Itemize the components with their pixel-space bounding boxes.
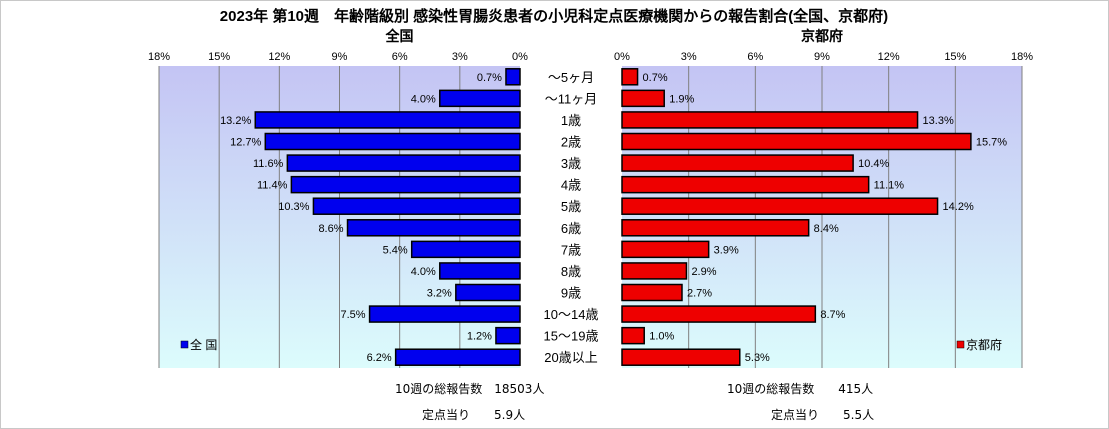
national-data-label: 8.6% <box>318 223 343 235</box>
national-tick-label: 12% <box>268 51 290 63</box>
national-bar <box>455 283 521 302</box>
category-label: 2歳 <box>561 135 581 150</box>
national-bar <box>394 348 521 366</box>
kyoto-panel: 京都府 0% 3% 6% 9% 12% 15% 18% 0.7%1.9% 13.3% 15.7% 10… <box>614 28 1033 368</box>
category-label: 9歳 <box>561 286 581 301</box>
kyoto-bar <box>621 283 683 302</box>
kyoto-data-label: 5.3% <box>745 352 770 364</box>
national-data-label: 11.6% <box>253 158 284 170</box>
kyoto-data-label: 8.4% <box>814 223 839 235</box>
kyoto-panel-title: 京都府 <box>801 28 843 44</box>
national-bar <box>368 305 521 323</box>
national-data-label: 6.2% <box>367 352 392 364</box>
national-bar <box>439 262 521 280</box>
kyoto-data-label: 3.9% <box>714 244 739 256</box>
kyoto-data-label: 14.2% <box>943 201 974 213</box>
national-data-label: 5.4% <box>383 244 408 256</box>
category-label: 8歳 <box>561 264 581 279</box>
national-tick-label: 6% <box>392 51 408 63</box>
category-label: 1歳 <box>561 113 581 128</box>
national-data-label: 1.2% <box>467 331 492 343</box>
category-label: 7歳 <box>561 242 581 257</box>
category-label: 5歳 <box>561 199 581 214</box>
national-bar <box>254 111 521 129</box>
national-data-label: 11.4% <box>257 180 288 192</box>
kyoto-bar <box>621 262 688 280</box>
category-label: 10～14歳 <box>544 307 599 322</box>
kyoto-tick-label: 9% <box>814 51 830 63</box>
kyoto-data-label: 2.9% <box>691 266 716 278</box>
national-per-site: 定点当り 5.9人 <box>422 408 526 422</box>
national-data-label: 13.2% <box>220 115 251 127</box>
category-label: ～5ヶ月 <box>548 70 594 85</box>
kyoto-bar <box>621 240 710 259</box>
national-data-label: 0.7% <box>477 72 502 84</box>
national-tick-label: 9% <box>332 51 348 63</box>
category-label: 4歳 <box>561 178 581 193</box>
kyoto-data-label: 2.7% <box>687 288 712 300</box>
national-tick-label: 18% <box>148 51 170 63</box>
national-bar <box>286 154 521 172</box>
national-data-label: 4.0% <box>411 93 436 105</box>
kyoto-bar <box>621 326 645 345</box>
national-bar <box>495 326 521 345</box>
kyoto-data-label: 8.7% <box>820 309 845 321</box>
kyoto-total-reports: 10週の総報告数 415人 <box>727 382 874 396</box>
kyoto-bar <box>621 219 810 237</box>
kyoto-bar <box>621 197 939 215</box>
kyoto-bar <box>621 154 854 172</box>
national-bar <box>410 240 521 259</box>
national-panel: 全国 0% 3% 6% 9% 12% 15% 18% 0.7% 4.0% 13.2% 12.7% 11.… <box>148 28 528 368</box>
kyoto-data-label: 0.7% <box>643 72 668 84</box>
national-data-label: 7.5% <box>341 309 366 321</box>
kyoto-tick-label: 15% <box>944 51 966 63</box>
national-tick-label: 15% <box>208 51 230 63</box>
category-label: 15～19歳 <box>544 329 599 344</box>
kyoto-tick-label: 12% <box>878 51 900 63</box>
kyoto-data-label: 15.7% <box>976 137 1007 149</box>
national-bar <box>505 68 521 86</box>
kyoto-bar <box>621 89 665 108</box>
national-bar <box>290 175 521 194</box>
national-data-label: 10.3% <box>278 201 309 213</box>
category-label: ～11ヶ月 <box>545 91 598 106</box>
national-bar <box>439 89 521 108</box>
kyoto-legend-swatch <box>956 340 965 349</box>
national-bar <box>312 197 521 215</box>
national-panel-title: 全国 <box>385 28 414 44</box>
kyoto-data-label: 13.3% <box>923 115 954 127</box>
kyoto-bar <box>621 175 870 194</box>
national-total-reports: 10週の総報告数 18503人 <box>395 382 545 396</box>
national-data-label: 3.2% <box>427 288 452 300</box>
kyoto-legend-label: 京都府 <box>966 337 1002 352</box>
chart-title: 2023年 第10週 年齢階級別 感染性胃腸炎患者の小児科定点医療機関からの報告… <box>220 7 888 25</box>
kyoto-tick-label: 0% <box>614 51 630 63</box>
national-data-label: 4.0% <box>411 266 436 278</box>
kyoto-data-label: 10.4% <box>858 158 889 170</box>
kyoto-bar <box>621 111 919 129</box>
national-tick-label: 3% <box>452 51 468 63</box>
kyoto-bar <box>621 305 817 323</box>
national-data-label: 12.7% <box>230 137 261 149</box>
kyoto-bar <box>621 348 741 366</box>
category-label: 6歳 <box>561 221 581 236</box>
national-legend-swatch <box>180 340 189 349</box>
kyoto-bar <box>621 68 639 86</box>
national-legend-label: 全 国 <box>190 337 217 352</box>
kyoto-bar <box>621 132 972 151</box>
category-label: 20歳以上 <box>544 350 597 365</box>
kyoto-data-label: 1.9% <box>669 93 694 105</box>
national-bar <box>264 132 521 151</box>
national-bar <box>346 219 521 237</box>
kyoto-tick-label: 3% <box>681 51 697 63</box>
national-tick-label: 0% <box>512 51 528 63</box>
kyoto-tick-label: 18% <box>1011 51 1033 63</box>
kyoto-per-site: 定点当り 5.5人 <box>771 408 875 422</box>
kyoto-data-label: 1.0% <box>649 331 674 343</box>
kyoto-tick-label: 6% <box>747 51 763 63</box>
kyoto-data-label: 11.1% <box>874 180 905 192</box>
category-label: 3歳 <box>561 156 581 171</box>
